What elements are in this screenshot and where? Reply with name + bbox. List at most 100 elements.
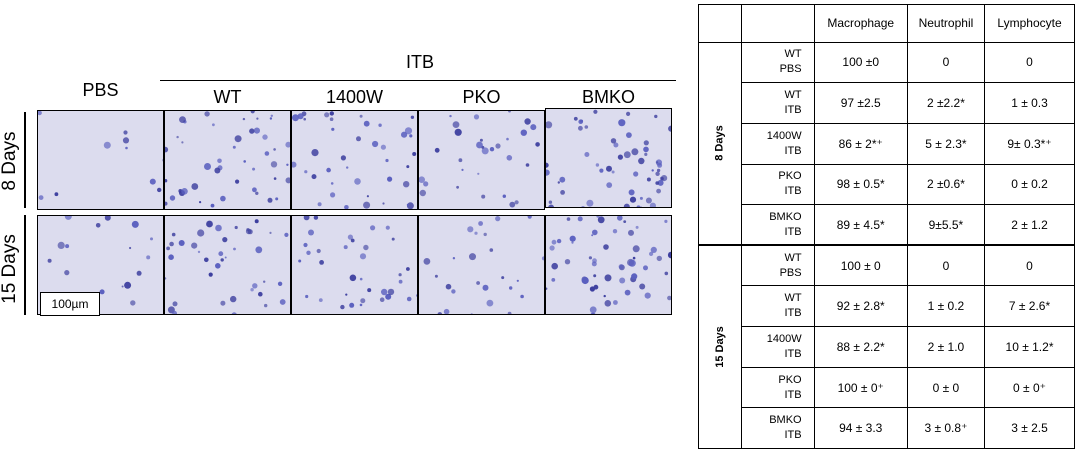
- row-label-8days: 8 Days: [0, 131, 20, 191]
- micrograph-8d-wt: [164, 110, 291, 210]
- col-group-line: [160, 80, 676, 81]
- value-cell-lym: 10 ± 1.2*: [984, 326, 1075, 368]
- value-cell-lym: 0: [984, 244, 1075, 287]
- condition-line1: PKO: [778, 170, 802, 183]
- value-cell-neu: 9±5.5*: [906, 204, 986, 246]
- value-cell-mac: 97 ±2.5: [813, 82, 908, 124]
- value-cell-mac: 92 ± 2.8*: [813, 285, 908, 328]
- table-row: PKO ITB 98 ± 0.5* 2 ±0.6* 0 ± 0.2: [699, 163, 1075, 206]
- value-cell-lym: 7 ± 2.6*: [984, 285, 1075, 328]
- condition-cell: 1400W ITB: [740, 326, 815, 368]
- row-line-15days: [24, 215, 26, 315]
- condition-line1: PKO: [778, 373, 802, 386]
- micrograph-8d-pko: [418, 110, 545, 210]
- micrograph-8d-pbs: [37, 110, 164, 210]
- value-cell-mac: 88 ± 2.2*: [813, 326, 908, 368]
- condition-line2: ITB: [784, 429, 802, 442]
- header-lymphocyte: Lymphocyte: [984, 4, 1075, 43]
- cell-count-table: Macrophage Neutrophil Lymphocyte 8 Days W…: [698, 4, 1075, 450]
- value-cell-mac: 100 ± 0⁺: [813, 366, 908, 409]
- condition-line2: ITB: [784, 307, 802, 320]
- micrograph-15d-1400w: [291, 215, 418, 315]
- micrograph-15d-bmko: [545, 215, 672, 315]
- group-label-text: 15 Days: [713, 326, 726, 368]
- scale-bar-label: 100µm: [40, 292, 100, 316]
- condition-line1: 1400W: [766, 332, 802, 345]
- value-cell-mac: 94 ± 3.3: [813, 407, 908, 449]
- row-line-8days: [24, 112, 26, 208]
- value-cell-lym: 0: [984, 41, 1075, 84]
- value-cell-neu: 0: [906, 41, 986, 84]
- micrograph-15d-pko: [418, 215, 545, 315]
- col-group-label: ITB: [405, 52, 434, 72]
- condition-line2: ITB: [784, 104, 802, 117]
- group-label: 15 Days: [698, 244, 742, 450]
- condition-cell: BMKO ITB: [740, 204, 815, 246]
- row-label-15days: 15 Days: [0, 234, 20, 304]
- col-header-bmko: BMKO: [581, 87, 635, 107]
- value-cell-mac: 86 ± 2*⁺: [813, 122, 908, 165]
- condition-line2: ITB: [784, 225, 802, 238]
- col-header-wt: WT: [213, 87, 242, 107]
- condition-line1: BMKO: [769, 414, 802, 427]
- value-cell-neu: 3 ± 0.8⁺: [906, 407, 986, 449]
- table-row: 1400W ITB 86 ± 2*⁺ 5 ± 2.3* 9± 0.3*⁺: [699, 122, 1075, 165]
- value-cell-lym: 1 ± 0.3: [984, 82, 1075, 124]
- condition-cell: WT ITB: [740, 285, 815, 328]
- col-header-1400w: 1400W: [325, 87, 384, 107]
- condition-cell: WT PBS: [740, 41, 815, 84]
- value-cell-neu: 2 ± 1.0: [906, 326, 986, 368]
- value-cell-neu: 2 ±2.2*: [906, 82, 986, 124]
- condition-line1: WT: [784, 292, 802, 305]
- value-cell-mac: 100 ±0: [813, 41, 908, 84]
- value-cell-mac: 89 ± 4.5*: [813, 204, 908, 246]
- table-row: WT ITB 97 ±2.5 2 ±2.2* 1 ± 0.3: [699, 82, 1075, 124]
- header-macrophage: Macrophage: [813, 4, 908, 43]
- condition-cell: WT PBS: [740, 244, 815, 287]
- table-row: BMKO ITB 89 ± 4.5* 9±5.5* 2 ± 1.2: [699, 204, 1075, 246]
- condition-line1: WT: [784, 251, 802, 264]
- group-label-text: 8 Days: [713, 125, 726, 162]
- condition-line2: PBS: [779, 266, 802, 279]
- value-cell-neu: 5 ± 2.3*: [906, 122, 986, 165]
- col-header-pko: PKO: [462, 87, 501, 107]
- value-cell-neu: 1 ± 0.2: [906, 285, 986, 328]
- condition-cell: PKO ITB: [740, 163, 815, 206]
- header-neutrophil: Neutrophil: [906, 4, 986, 43]
- table-row: 8 Days WT PBS 100 ±0 0 0: [698, 41, 1075, 246]
- value-cell-neu: 0: [906, 244, 986, 287]
- micrograph-15d-wt: [164, 215, 291, 315]
- condition-line2: ITB: [784, 347, 802, 360]
- condition-cell: PKO ITB: [740, 366, 815, 409]
- value-cell-mac: 98 ± 0.5*: [813, 163, 908, 206]
- condition-line2: ITB: [784, 185, 802, 198]
- value-cell-lym: 0 ± 0⁺: [984, 366, 1075, 409]
- table-header-row: Macrophage Neutrophil Lymphocyte: [698, 4, 1075, 43]
- condition-line1: 1400W: [766, 129, 802, 142]
- table-row: WT ITB 92 ± 2.8* 1 ± 0.2 7 ± 2.6*: [699, 285, 1075, 328]
- group-label: 8 Days: [698, 41, 742, 246]
- condition-cell: 1400W ITB: [740, 122, 815, 165]
- condition-cell: BMKO ITB: [740, 407, 815, 449]
- condition-line1: WT: [784, 48, 802, 61]
- table-row: 1400W ITB 88 ± 2.2* 2 ± 1.0 10 ± 1.2*: [699, 326, 1075, 368]
- condition-line1: BMKO: [769, 210, 802, 223]
- micrograph-8d-bmko: [545, 108, 672, 208]
- micrograph-8d-1400w: [291, 110, 418, 210]
- condition-line2: ITB: [784, 144, 802, 157]
- header-blank-1: [698, 4, 742, 43]
- value-cell-lym: 0 ± 0.2: [984, 163, 1075, 206]
- value-cell-lym: 9± 0.3*⁺: [984, 122, 1075, 165]
- condition-line1: WT: [784, 89, 802, 102]
- value-cell-mac: 100 ± 0: [813, 244, 908, 287]
- header-blank-2: [740, 4, 815, 43]
- table-row: BMKO ITB 94 ± 3.3 3 ± 0.8⁺ 3 ± 2.5: [699, 407, 1075, 449]
- value-cell-neu: 2 ±0.6*: [906, 163, 986, 206]
- value-cell-lym: 2 ± 1.2: [984, 204, 1075, 246]
- col-header-pbs: PBS: [82, 80, 119, 100]
- value-cell-neu: 0 ± 0: [906, 366, 986, 409]
- condition-line2: ITB: [784, 388, 802, 401]
- value-cell-lym: 3 ± 2.5: [984, 407, 1075, 449]
